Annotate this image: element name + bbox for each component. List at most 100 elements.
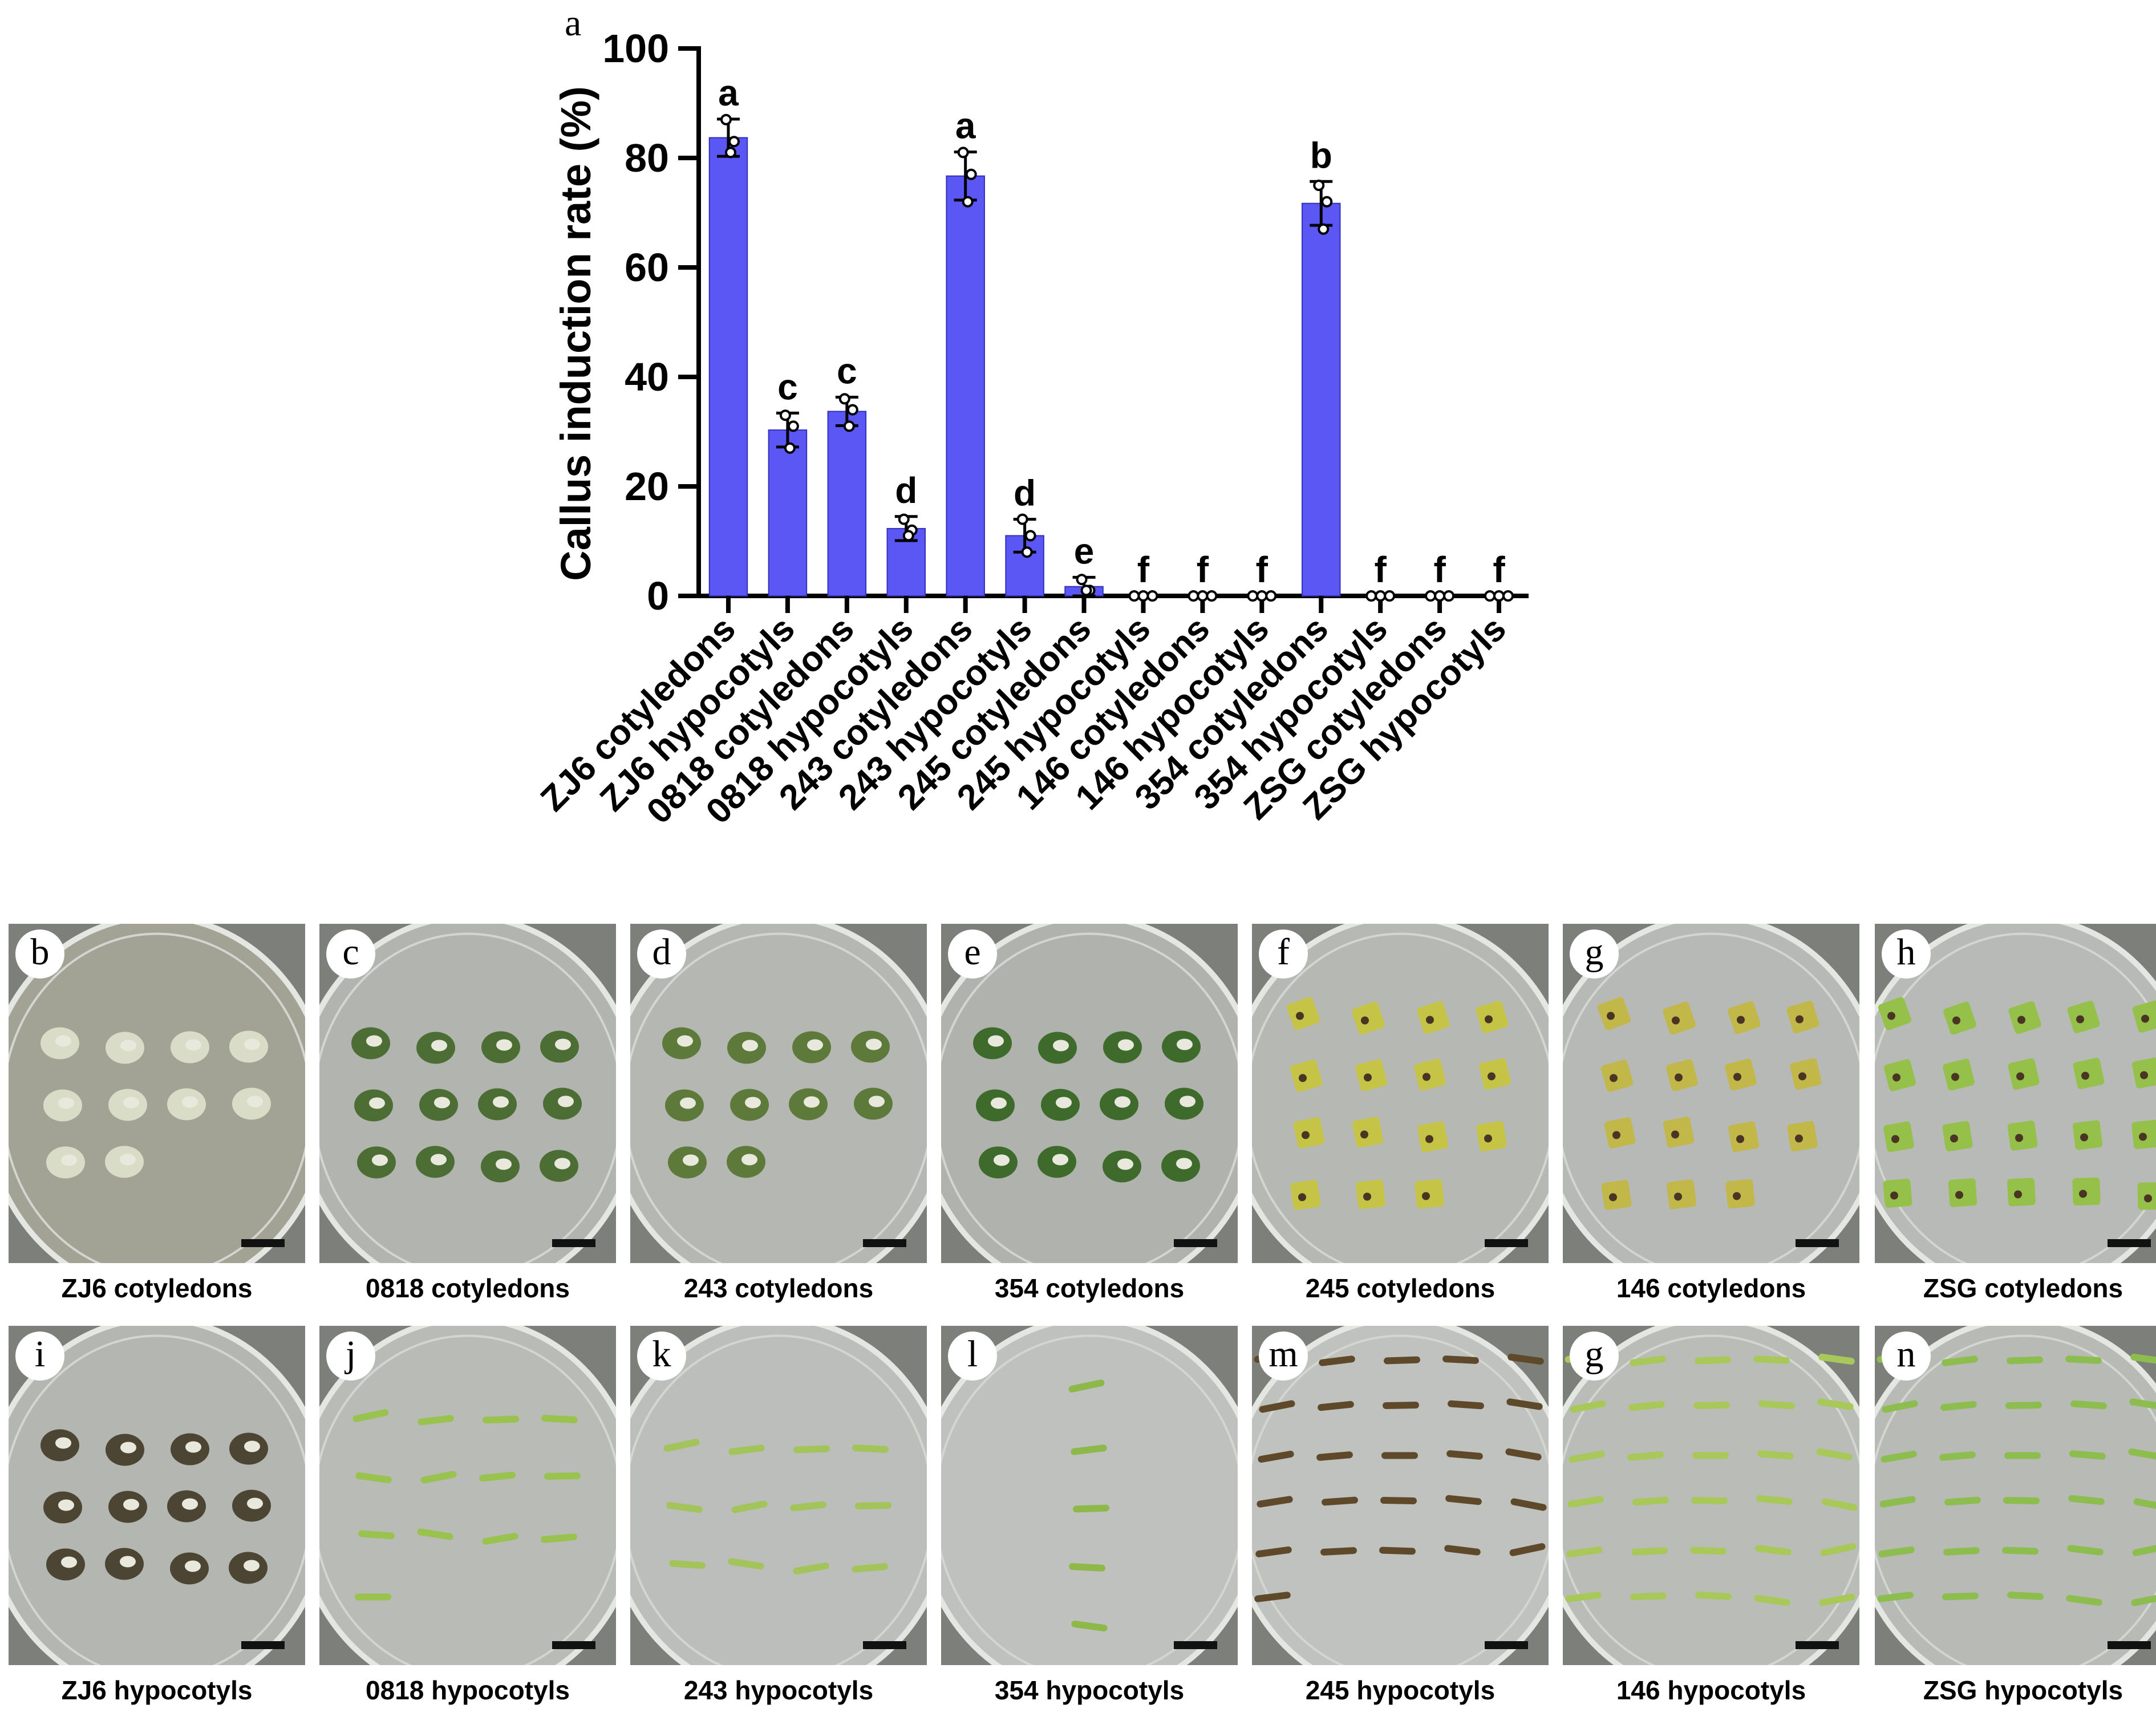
explant-12: [1290, 1180, 1321, 1210]
callus-8: [994, 1154, 1010, 1166]
scale-bar: [863, 1239, 906, 1247]
significance-letter-9: f: [1256, 549, 1269, 590]
explant-1: [1630, 1355, 1666, 1366]
significance-letter-1: c: [777, 366, 798, 407]
y-axis-label: Callus induction rate (%): [552, 86, 599, 581]
petri-dish-photo: f: [1252, 924, 1549, 1263]
explant-spot-5: [1364, 1073, 1372, 1082]
data-point-4-1: [965, 168, 977, 180]
explant-14: [1415, 1179, 1444, 1209]
explant-spot-16: [1955, 1191, 1963, 1199]
explant-4: [1507, 1353, 1544, 1365]
explant-27: [1695, 1592, 1732, 1600]
explant-spot-7: [1488, 1072, 1496, 1081]
scale-bar: [1485, 1641, 1528, 1649]
petri-dish-rim: [941, 1334, 1238, 1665]
data-point-6-2: [1080, 584, 1092, 596]
petri-dish: [941, 1326, 1238, 1665]
explant-spot-3: [2076, 1015, 2084, 1024]
panel-caption: ZSG hypocotyls: [1923, 1675, 2123, 1705]
petri-dish: [1252, 1326, 1549, 1665]
explant-7: [855, 1502, 891, 1509]
explant-7: [1693, 1402, 1730, 1409]
explant-spot-6: [1733, 1073, 1741, 1081]
callus-7: [1180, 1095, 1195, 1107]
explant-2: [2007, 1356, 2043, 1365]
petri-dish: [630, 1326, 927, 1665]
explant-18: [1756, 1495, 1793, 1505]
explant-17: [2007, 1178, 2036, 1207]
data-point-8-1: [1197, 590, 1209, 602]
explant-8: [1448, 1400, 1484, 1410]
explant-1: [418, 1415, 454, 1426]
explant-5: [1882, 1400, 1918, 1413]
petri-dish: [319, 924, 616, 1263]
explant-5: [1570, 1400, 1606, 1413]
panel-letter: g: [1570, 1332, 1619, 1381]
data-point-12-0: [1425, 590, 1437, 602]
callus-9: [431, 1154, 447, 1166]
data-point-3-2: [902, 530, 914, 542]
explant-17: [1380, 1497, 1417, 1504]
data-point-7-1: [1137, 590, 1149, 602]
explant-5: [731, 1500, 768, 1513]
petri-dish-rim: [9, 1334, 305, 1665]
explant-0: [1597, 997, 1631, 1030]
explant-11: [1316, 1451, 1353, 1461]
explant-20: [1566, 1546, 1603, 1558]
callus-10: [185, 1560, 201, 1572]
explant-7: [544, 1472, 581, 1480]
explant-14: [2131, 1119, 2156, 1150]
explant-spot-0: [1887, 1012, 1895, 1020]
panel-caption: 354 hypocotyls: [994, 1675, 1185, 1705]
callus-6: [1115, 1096, 1130, 1108]
explant-spot-0: [1607, 1012, 1615, 1020]
explant-14: [1505, 1448, 1542, 1461]
explant-7: [2008, 1058, 2040, 1090]
explant-9: [728, 1558, 764, 1570]
explant-spot-14: [1422, 1192, 1430, 1200]
explant-22: [1690, 1546, 1727, 1555]
petri-dish-photo: g: [1563, 1326, 1859, 1665]
petri-dish: [630, 924, 927, 1263]
data-point-5-1: [1024, 530, 1036, 542]
explant-1: [1663, 1001, 1696, 1035]
explant-23: [1444, 1545, 1481, 1556]
explant-9: [1506, 1398, 1543, 1410]
explant-20: [1878, 1546, 1915, 1558]
petri-dish-rim: [319, 932, 616, 1263]
callus-3: [1177, 1038, 1193, 1050]
callus-7: [247, 1497, 263, 1509]
explant-spot-13: [1674, 1192, 1682, 1201]
panel-caption: 0818 hypocotyls: [366, 1675, 570, 1705]
explant-9: [2131, 1057, 2156, 1089]
explant-2: [793, 1445, 830, 1454]
data-point-5-2: [1021, 546, 1033, 558]
callus-5: [745, 1097, 761, 1109]
data-point-0-1: [728, 136, 740, 148]
explant-4: [666, 1501, 703, 1513]
explant-spot-8: [1612, 1131, 1620, 1139]
explant-5: [420, 1471, 457, 1484]
explant-15: [1567, 1496, 1604, 1508]
petri-dish: [319, 1326, 616, 1665]
data-point-10-0: [1313, 180, 1325, 191]
explant-spot-6: [1951, 1073, 1959, 1081]
explant-18: [1445, 1495, 1482, 1505]
explant-spot-1: [1952, 1016, 1960, 1025]
data-point-0-0: [720, 113, 732, 125]
explant-19: [2133, 1498, 2156, 1511]
explant-spot-9: [2140, 1071, 2148, 1079]
petri-dish-image: [319, 924, 616, 1263]
panel-caption: 245 cotyledons: [1305, 1273, 1496, 1303]
panel-letter: l: [948, 1332, 997, 1381]
data-point-4-2: [962, 196, 974, 208]
explant-3: [2065, 1355, 2102, 1364]
explant-3: [1476, 1001, 1509, 1033]
callus-1: [431, 1040, 447, 1052]
panel-caption: 243 cotyledons: [683, 1273, 874, 1303]
callus-0: [366, 1035, 382, 1047]
explant-spot-14: [1733, 1192, 1741, 1200]
panel-letter: f: [1259, 929, 1308, 979]
explant-1: [1319, 1355, 1355, 1366]
